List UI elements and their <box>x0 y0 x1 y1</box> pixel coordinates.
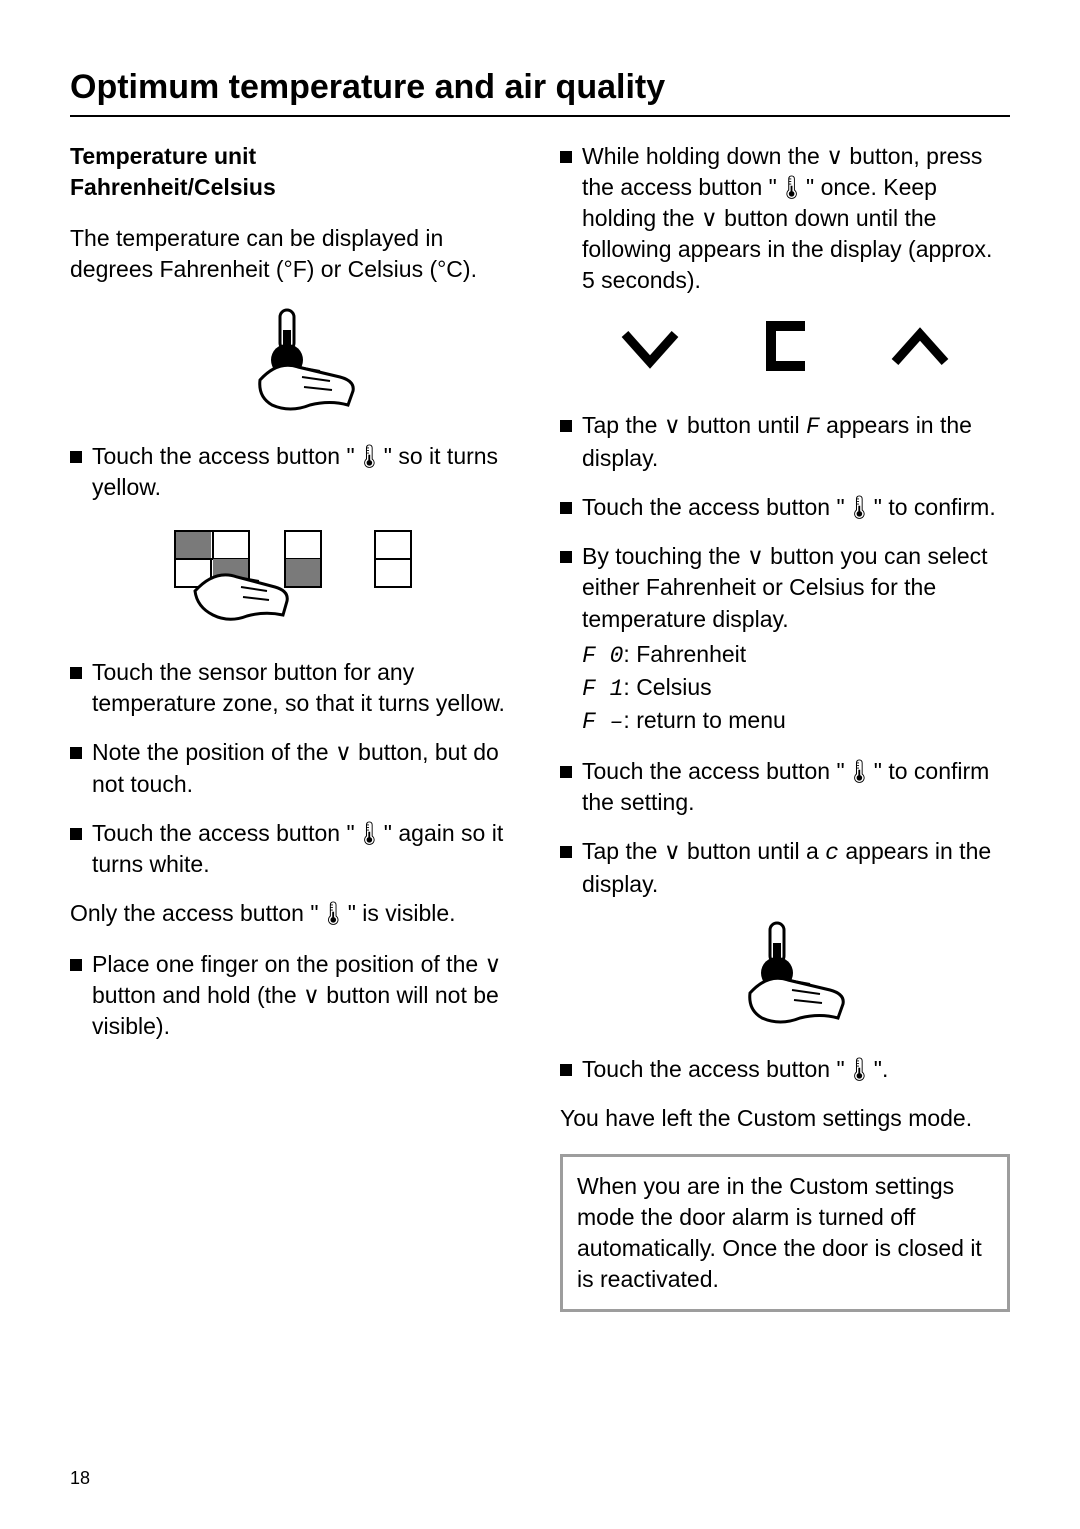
bullet-square-icon <box>70 747 82 759</box>
note-text: When you are in the Custom settings mode… <box>577 1173 982 1292</box>
seg-f0: F 0 <box>582 643 623 669</box>
bullet-hold-v-button: Place one finger on the position of the … <box>70 949 520 1042</box>
bullet-text: Place one finger on the position of the … <box>92 949 520 1042</box>
seg-f1: F 1 <box>582 676 623 702</box>
sub-text: : return to menu <box>623 707 785 733</box>
bullet-square-icon <box>70 959 82 971</box>
figure-display-v-c-up <box>560 314 1010 392</box>
para-only-access-visible: Only the access button "🌡" is visible. <box>70 898 520 929</box>
bullet-text: While holding down the ∨ button, press t… <box>582 141 1010 296</box>
bullet-square-icon <box>560 846 572 858</box>
seg-f: F <box>806 414 820 440</box>
subhead-line2: Fahrenheit/Celsius <box>70 174 276 200</box>
sub-f1-celsius: F 1: Celsius <box>582 672 1010 705</box>
page-title: Optimum temperature and air quality <box>70 68 1010 107</box>
sub-fdash-return: F –: return to menu <box>582 705 1010 738</box>
bullet-square-icon <box>70 667 82 679</box>
bullet-text: Touch the access button "🌡" to confirm. <box>582 492 1010 523</box>
bullet-text: Touch the sensor button for any temperat… <box>92 657 520 719</box>
title-rule <box>70 115 1010 117</box>
seg-c: c <box>825 840 839 866</box>
bullet-select-f-or-c: By touching the ∨ button you can select … <box>560 541 1010 634</box>
bullet-square-icon <box>560 1064 572 1076</box>
bullet-touch-access-yellow: Touch the access button "🌡" so it turns … <box>70 441 520 503</box>
para-left-custom-mode: You have left the Custom settings mode. <box>560 1103 1010 1134</box>
sub-text: : Fahrenheit <box>623 641 746 667</box>
subheading-temp-unit: Temperature unit Fahrenheit/Celsius <box>70 141 520 203</box>
bullet-hold-v-press-access: While holding down the ∨ button, press t… <box>560 141 1010 296</box>
bullet-tap-v-until-f: Tap the ∨ button until F appears in the … <box>560 410 1010 474</box>
subhead-line1: Temperature unit <box>70 143 256 169</box>
sub-text: : Celsius <box>623 674 711 700</box>
bullet-text: By touching the ∨ button you can select … <box>582 541 1010 634</box>
bullet-touch-access-final: Touch the access button "🌡". <box>560 1054 1010 1085</box>
sub-f0-fahrenheit: F 0: Fahrenheit <box>582 639 1010 672</box>
left-column: Temperature unit Fahrenheit/Celsius The … <box>70 141 520 1312</box>
page-number: 18 <box>70 1468 90 1489</box>
bullet-square-icon <box>560 551 572 563</box>
text-pre: Tap the ∨ button until <box>582 412 806 438</box>
bullet-tap-v-until-c: Tap the ∨ button until a c appears in th… <box>560 836 1010 900</box>
bullet-text: Touch the access button "🌡". <box>582 1054 1010 1085</box>
note-box-door-alarm: When you are in the Custom settings mode… <box>560 1154 1010 1312</box>
bullet-square-icon <box>560 502 572 514</box>
bullet-text: Tap the ∨ button until F appears in the … <box>582 410 1010 474</box>
bullet-text: Touch the access button "🌡" to confirm t… <box>582 756 1010 818</box>
bullet-square-icon <box>70 828 82 840</box>
figure-hand-thermometer-2 <box>560 918 1010 1036</box>
bullet-square-icon <box>70 451 82 463</box>
bullet-note-v-position: Note the position of the ∨ button, but d… <box>70 737 520 799</box>
bullet-text: Tap the ∨ button until a c appears in th… <box>582 836 1010 900</box>
bullet-square-icon <box>560 766 572 778</box>
bullet-square-icon <box>560 420 572 432</box>
bullet-confirm-setting: Touch the access button "🌡" to confirm t… <box>560 756 1010 818</box>
two-column-layout: Temperature unit Fahrenheit/Celsius The … <box>70 141 1010 1312</box>
bullet-text: Touch the access button "🌡" again so it … <box>92 818 520 880</box>
figure-hand-zones <box>70 521 520 639</box>
bullet-touch-access-confirm: Touch the access button "🌡" to confirm. <box>560 492 1010 523</box>
right-column: While holding down the ∨ button, press t… <box>560 141 1010 1312</box>
intro-paragraph: The temperature can be displayed in degr… <box>70 223 520 285</box>
bullet-text: Touch the access button "🌡" so it turns … <box>92 441 520 503</box>
bullet-touch-sensor-zone: Touch the sensor button for any temperat… <box>70 657 520 719</box>
seg-fdash: F – <box>582 709 623 735</box>
bullet-touch-access-white: Touch the access button "🌡" again so it … <box>70 818 520 880</box>
bullet-square-icon <box>560 151 572 163</box>
bullet-text: Note the position of the ∨ button, but d… <box>92 737 520 799</box>
text-pre: Tap the ∨ button until a <box>582 838 825 864</box>
figure-hand-thermometer-1 <box>70 305 520 423</box>
